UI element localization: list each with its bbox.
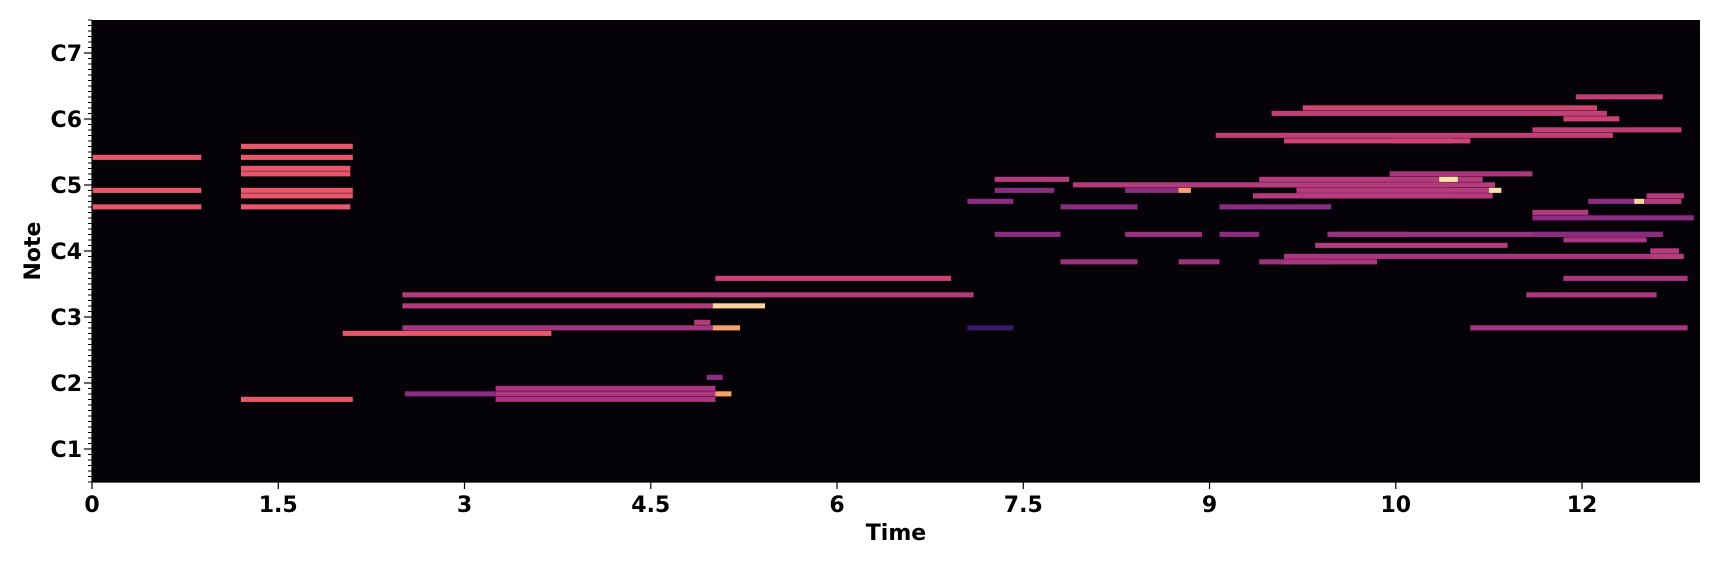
note-bar [1526, 292, 1657, 298]
note-bar [241, 165, 351, 171]
note-bar [1650, 248, 1679, 254]
note-bar [1392, 138, 1452, 144]
y-tick-label: C2 [51, 372, 82, 397]
note-bar [1575, 94, 1663, 100]
note-bar [1178, 187, 1191, 193]
note-bar [1439, 176, 1458, 182]
note-bar [241, 143, 353, 149]
note-bar [1219, 231, 1260, 237]
note-bar [241, 187, 353, 193]
note-bar [1532, 209, 1589, 215]
note-bar [1563, 275, 1688, 281]
note-bar [1125, 231, 1203, 237]
note-bar [402, 303, 713, 309]
note-bar [1532, 215, 1694, 221]
note-bar [1588, 198, 1635, 204]
note-bar [1333, 231, 1663, 237]
note-bar [706, 374, 723, 380]
note-bar [1259, 176, 1483, 182]
x-tick-label: 10 [1380, 493, 1411, 518]
x-axis: 0 1.5 3 4.5 6 7.5 9 10 12 [84, 481, 1700, 518]
x-tick-label: 0 [84, 493, 99, 518]
x-axis-label: Time [866, 521, 926, 546]
note-bar [92, 187, 202, 193]
note-bar [1219, 204, 1260, 210]
note-bar [1488, 187, 1502, 193]
note-bar [92, 154, 202, 160]
note-bar [1646, 193, 1684, 199]
note-bar [241, 204, 351, 210]
note-bar [994, 187, 1055, 193]
note-bar [712, 303, 765, 309]
x-tick-label: 1.5 [259, 493, 298, 518]
y-tick-label: C5 [51, 174, 82, 199]
x-tick-label: 6 [829, 493, 844, 518]
note-bar [712, 325, 741, 331]
note-bar [1563, 237, 1647, 243]
note-bar [1644, 198, 1682, 204]
note-bar [1532, 231, 1663, 237]
note-bar [1563, 116, 1620, 122]
note-bar [1532, 127, 1682, 133]
note-bar [1302, 105, 1597, 111]
note-bar [1284, 259, 1378, 265]
minor-y-ticks [88, 19, 92, 483]
x-tick-label: 12 [1567, 493, 1598, 518]
y-tick-label: C7 [51, 42, 82, 67]
note-bar [1259, 204, 1332, 210]
note-bar [241, 396, 353, 402]
note-bar [495, 396, 716, 402]
note-bar [1650, 253, 1684, 259]
y-tick-label: C3 [51, 306, 82, 331]
note-bar [967, 325, 1014, 331]
note-bar [994, 231, 1061, 237]
note-bar [1178, 259, 1220, 265]
y-axis: C1 C2 C3 C4 C5 C6 C7 [51, 20, 93, 482]
y-tick-label: C4 [51, 240, 82, 265]
note-bar [715, 275, 952, 281]
note-bar [1125, 187, 1179, 193]
note-bar [994, 176, 1070, 182]
note-bar [241, 171, 351, 177]
y-tick-label: C1 [51, 438, 82, 463]
plot-background [92, 20, 1700, 482]
note-bar [241, 154, 353, 160]
x-tick-label: 7.5 [1004, 493, 1043, 518]
x-tick-label: 9 [1202, 493, 1217, 518]
note-bar [1296, 187, 1489, 193]
note-bar [1060, 204, 1138, 210]
note-bar [495, 385, 716, 391]
note-bar [694, 319, 711, 325]
note-bar [342, 330, 552, 336]
x-tick-label: 3 [457, 493, 472, 518]
note-bar [1060, 259, 1138, 265]
note-bar [715, 391, 732, 397]
note-bar [402, 325, 713, 331]
note-bar [1284, 253, 1682, 259]
note-bar [1215, 132, 1613, 138]
note-bar [1271, 110, 1607, 116]
notes-layer [92, 94, 1694, 402]
note-bar [1315, 242, 1508, 248]
note-bar [404, 391, 496, 397]
note-bar [1470, 325, 1688, 331]
note-bar [402, 292, 974, 298]
note-bar [1284, 138, 1471, 144]
note-bar [967, 198, 1014, 204]
note-bar [1634, 198, 1645, 204]
y-axis-label: Note [21, 222, 46, 281]
y-tick-label: C6 [51, 108, 82, 133]
note-bar [1253, 193, 1493, 199]
note-bar [92, 204, 202, 210]
note-bar [1259, 182, 1452, 188]
note-bar [495, 391, 716, 397]
x-tick-label: 4.5 [631, 493, 670, 518]
note-bar [1389, 171, 1533, 177]
note-bar [241, 193, 353, 199]
